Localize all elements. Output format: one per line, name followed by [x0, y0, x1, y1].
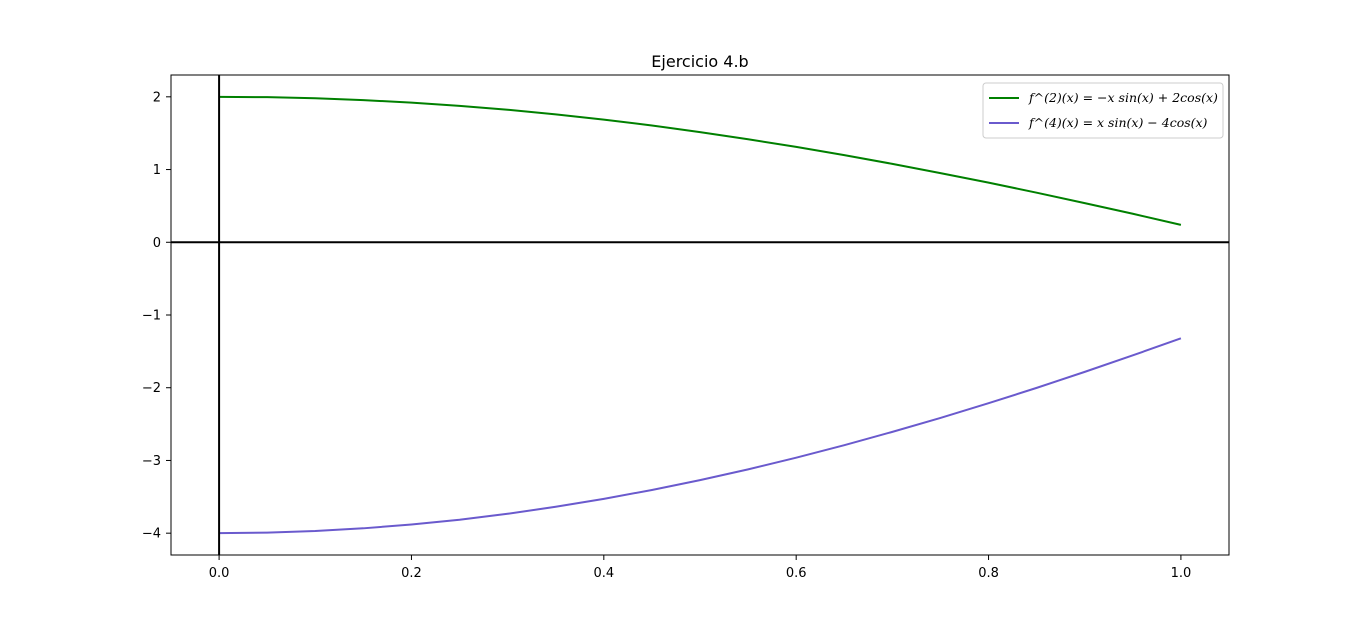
- legend-entry-0: f^(2)(x) = −x sin(x) + 2cos(x): [1028, 90, 1218, 105]
- legend-box: [982, 82, 1224, 139]
- series-line-1: [219, 337, 1182, 535]
- x-tick-label-5: 1.0: [1171, 566, 1192, 581]
- x-tick-label-3: 0.6: [786, 566, 807, 581]
- legend: f^(2)(x) = −x sin(x) + 2cos(x) f^(4)(x) …: [982, 82, 1224, 139]
- y-tick-label-2: 0: [153, 236, 161, 251]
- y-tick-label-4: −2: [142, 381, 161, 396]
- y-tick-label-1: 1: [153, 163, 161, 178]
- x-tick-label-1: 0.2: [401, 566, 422, 581]
- plot-area: 0.0 0.2 0.4 0.6 0.8 1.0 2 1 0 −1 −2 −3 −4: [142, 74, 1230, 581]
- legend-entry-1: f^(4)(x) = x sin(x) − 4cos(x): [1028, 115, 1208, 130]
- x-tick-label-0: 0.0: [209, 566, 230, 581]
- x-tick-label-2: 0.4: [593, 566, 614, 581]
- y-tick-label-5: −3: [142, 454, 161, 469]
- y-tick-label-3: −1: [142, 309, 161, 324]
- y-tick-label-6: −4: [142, 527, 161, 542]
- x-tick-label-4: 0.8: [978, 566, 999, 581]
- series-line-0: [219, 95, 1182, 226]
- y-tick-label-0: 2: [153, 90, 161, 105]
- chart-title: Ejercicio 4.b: [651, 52, 748, 71]
